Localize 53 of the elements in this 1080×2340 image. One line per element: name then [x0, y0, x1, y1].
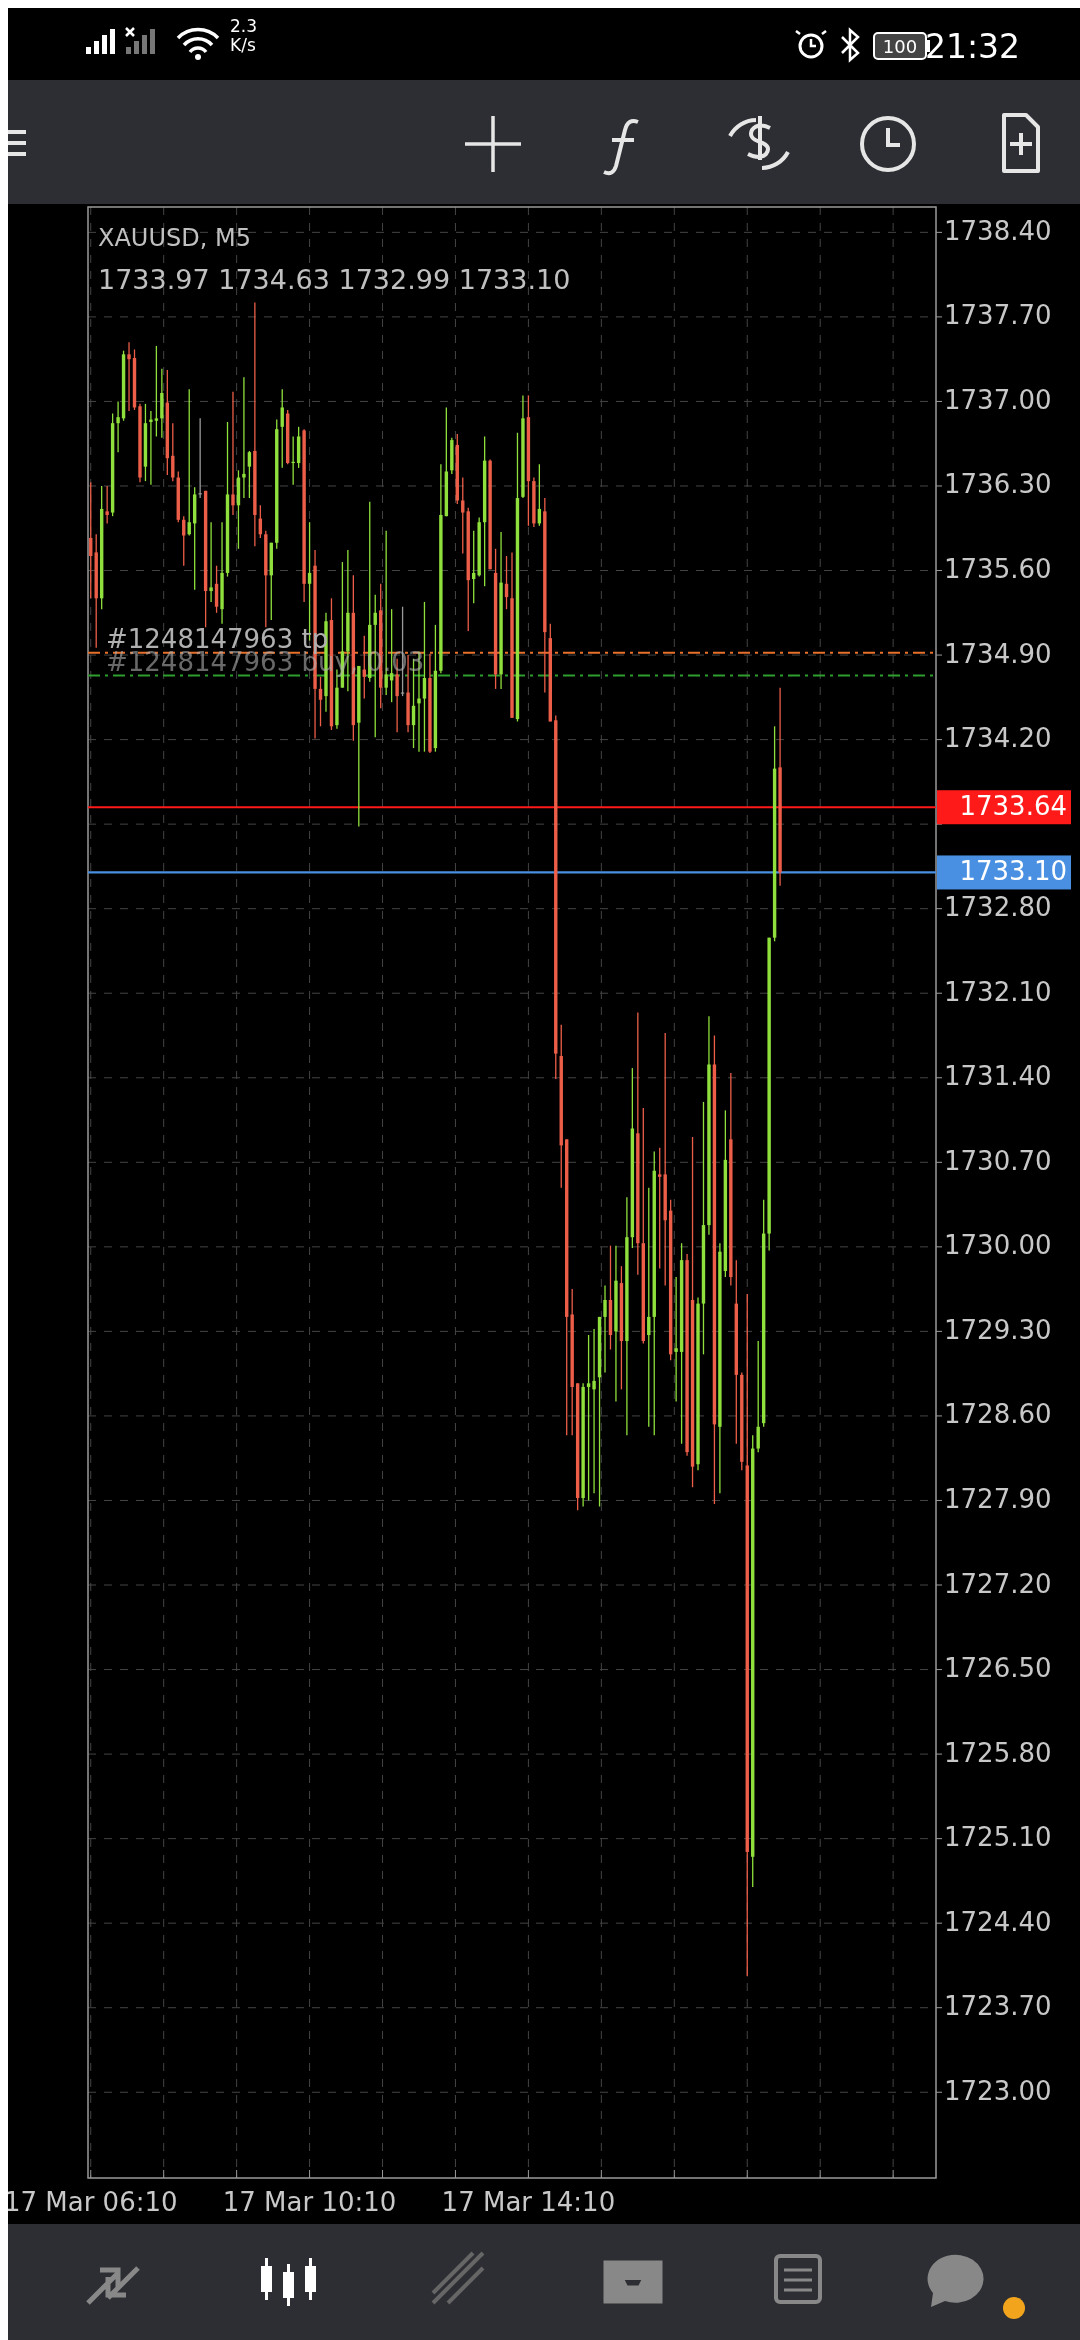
- candlestick: [116, 400, 120, 453]
- y-tick-label: 1727.20: [944, 1568, 1052, 1599]
- y-tick-label: 1738.40: [944, 215, 1052, 246]
- candlestick: [231, 391, 235, 516]
- y-tick-label: 1724.40: [944, 1906, 1052, 1937]
- text: 21:32: [924, 27, 1020, 66]
- y-tick-label: 1735.60: [944, 554, 1052, 585]
- text: 100: [882, 36, 918, 57]
- candlestick: [674, 1276, 678, 1403]
- y-tick-label: 1734.90: [944, 638, 1052, 669]
- candlestick: [154, 345, 159, 438]
- y-tick-label: 1737.00: [944, 384, 1052, 415]
- y-tick-label: 1737.70: [944, 300, 1052, 331]
- candlestick: [422, 601, 427, 753]
- y-tick-label: 1728.60: [944, 1399, 1052, 1430]
- candlestick: [198, 417, 202, 499]
- y-tick-label: 1729.30: [944, 1314, 1052, 1345]
- y-tick-label: 1723.00: [944, 2075, 1052, 2106]
- candlestick: [242, 376, 246, 499]
- candlestick: [756, 1340, 760, 1453]
- y-tick-label: 1723.70: [944, 1991, 1052, 2022]
- ref-line-label: 1733.64: [959, 790, 1067, 821]
- ref-line-label: 1733.10: [959, 855, 1067, 886]
- candlestick: [171, 422, 175, 482]
- y-tick-label: 1731.40: [944, 1061, 1052, 1092]
- candlestick: [182, 515, 186, 567]
- x-tick-label: 17 Mar 10:10: [222, 2187, 397, 2217]
- candlestick: [291, 435, 295, 486]
- candlestick: [247, 450, 252, 499]
- y-tick-label: 1732.10: [944, 976, 1052, 1007]
- candlestick: [586, 1334, 591, 1502]
- y-tick-label: 1734.20: [944, 723, 1052, 754]
- candlestick: [280, 388, 284, 469]
- candlestick: [592, 1328, 596, 1494]
- y-tick-label: 1732.80: [944, 892, 1052, 923]
- candlestick: [658, 1147, 662, 1270]
- candlestick: [603, 1284, 607, 1374]
- y-tick-label: 1730.70: [944, 1145, 1052, 1176]
- candlestick: [209, 521, 213, 603]
- text: XAUUSD, M5: [98, 224, 251, 252]
- candlestick: [127, 341, 131, 412]
- y-tick-label: 1725.10: [944, 1822, 1052, 1853]
- candlestick: [461, 476, 465, 555]
- candlestick: [105, 485, 109, 525]
- text: 2.3 K/s: [230, 16, 258, 55]
- y-tick-label: 1727.90: [944, 1483, 1052, 1514]
- y-tick-label: 1730.00: [944, 1230, 1052, 1261]
- candlestick: [149, 410, 153, 486]
- x-tick-label: 17 Mar 14:10: [441, 2187, 616, 2217]
- y-tick-label: 1726.50: [944, 1653, 1052, 1684]
- text: 1733.97 1734.63 1732.99 1733.10: [98, 264, 571, 295]
- y-tick-label: 1736.30: [944, 469, 1052, 500]
- y-tick-label: 1725.80: [944, 1737, 1052, 1768]
